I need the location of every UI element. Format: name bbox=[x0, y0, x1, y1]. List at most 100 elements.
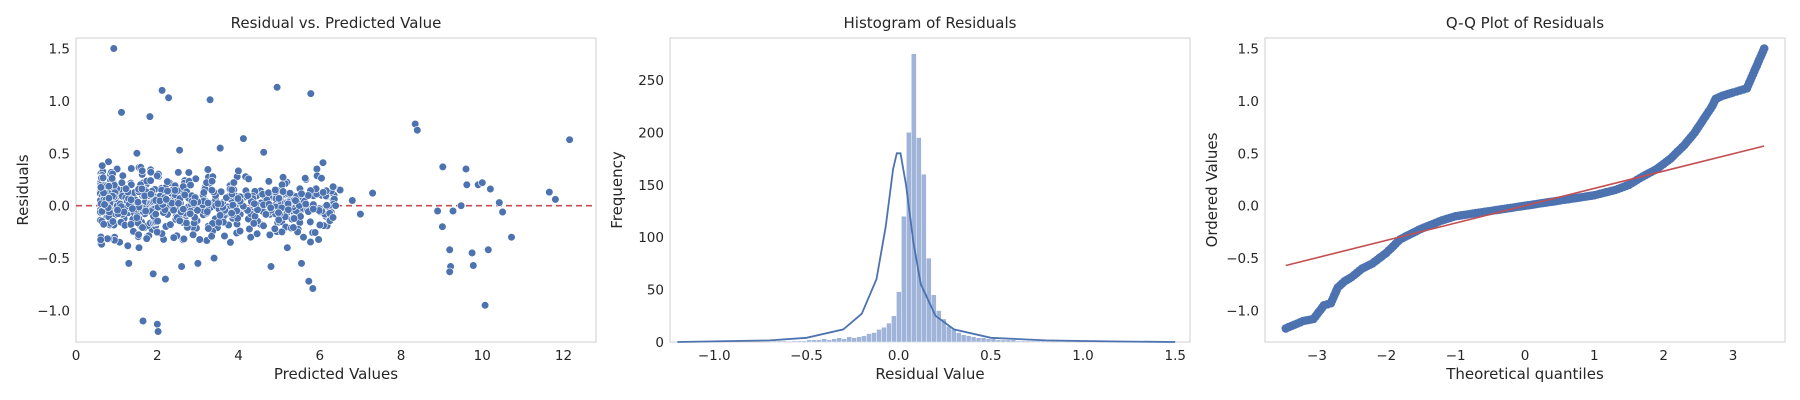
x-tick-label: −1 bbox=[1446, 348, 1466, 364]
histogram-bar bbox=[960, 334, 967, 343]
data-point bbox=[311, 228, 320, 237]
histogram-bar bbox=[970, 336, 977, 343]
data-point bbox=[234, 166, 243, 175]
data-point bbox=[210, 254, 219, 263]
x-tick-label: −2 bbox=[1376, 348, 1396, 364]
histogram-bar bbox=[1030, 340, 1037, 343]
y-tick-label: 1.0 bbox=[49, 94, 70, 110]
data-point bbox=[356, 210, 365, 219]
y-tick-label: 250 bbox=[638, 73, 664, 89]
data-point bbox=[274, 208, 283, 217]
histogram-bar bbox=[831, 338, 837, 343]
data-point bbox=[174, 168, 183, 177]
histogram-bar bbox=[816, 339, 822, 343]
x-tick-label: −1.0 bbox=[698, 348, 731, 364]
data-point bbox=[331, 201, 340, 210]
data-point bbox=[259, 148, 268, 157]
data-point bbox=[141, 206, 150, 216]
histogram-bar bbox=[811, 339, 817, 343]
histogram-bar bbox=[951, 329, 957, 343]
data-point bbox=[103, 234, 112, 243]
data-point bbox=[261, 210, 271, 219]
data-point bbox=[138, 316, 148, 326]
data-point bbox=[317, 174, 326, 183]
histogram-bar bbox=[851, 337, 857, 343]
y-tick-label: 0.0 bbox=[1238, 199, 1259, 215]
data-point bbox=[108, 217, 117, 226]
data-point bbox=[104, 182, 113, 191]
data-point bbox=[278, 180, 287, 189]
histogram-bar bbox=[985, 338, 992, 343]
data-point bbox=[121, 184, 130, 193]
data-point bbox=[117, 178, 126, 187]
histogram-bar bbox=[1020, 340, 1027, 343]
data-point bbox=[104, 194, 113, 203]
histogram-bar bbox=[955, 332, 962, 343]
data-point bbox=[133, 198, 143, 207]
x-tick-label: 10 bbox=[474, 348, 491, 364]
data-point bbox=[96, 183, 105, 192]
histogram-bar bbox=[1000, 339, 1007, 343]
histogram-bar bbox=[1025, 340, 1032, 343]
data-point bbox=[213, 199, 222, 208]
data-point bbox=[438, 162, 447, 171]
data-point bbox=[253, 229, 262, 238]
data-point bbox=[179, 234, 188, 243]
data-point bbox=[206, 95, 215, 104]
data-point bbox=[174, 199, 183, 208]
data-point bbox=[239, 134, 248, 143]
histogram-bar bbox=[836, 337, 842, 343]
histogram-bar bbox=[791, 340, 798, 343]
histogram-bar bbox=[906, 132, 912, 343]
data-point bbox=[445, 245, 454, 254]
data-point bbox=[309, 204, 318, 214]
data-point bbox=[153, 320, 162, 329]
histogram-bar bbox=[801, 340, 808, 343]
data-point bbox=[265, 230, 274, 239]
data-point bbox=[461, 164, 471, 174]
data-point bbox=[290, 214, 299, 223]
data-point bbox=[184, 168, 193, 177]
y-tick-label: 0 bbox=[655, 335, 664, 351]
data-point bbox=[117, 108, 126, 117]
data-point bbox=[273, 83, 282, 92]
data-point bbox=[134, 243, 144, 252]
data-point bbox=[274, 215, 283, 224]
data-point bbox=[314, 235, 323, 244]
data-point bbox=[193, 206, 202, 215]
histogram-bar bbox=[1005, 339, 1012, 343]
data-point bbox=[146, 190, 155, 199]
chart-panel-3: Q-Q Plot of Residuals Theoretical quantil… bbox=[1203, 14, 1786, 383]
histogram-bar bbox=[1015, 340, 1022, 343]
data-point bbox=[306, 89, 315, 98]
y-axis-label: Ordered Values bbox=[1203, 132, 1221, 247]
histogram-bar bbox=[796, 340, 803, 343]
data-point bbox=[203, 207, 212, 216]
data-point bbox=[96, 235, 105, 244]
data-point bbox=[259, 221, 268, 230]
data-point bbox=[498, 207, 507, 217]
histogram-bar bbox=[936, 310, 942, 343]
y-tick-label: −1.0 bbox=[1226, 304, 1259, 320]
data-point bbox=[495, 198, 504, 207]
data-point bbox=[134, 230, 143, 239]
data-point bbox=[462, 180, 471, 189]
histogram-bar bbox=[861, 335, 867, 343]
data-point bbox=[277, 227, 287, 236]
data-point bbox=[207, 186, 216, 195]
data-point bbox=[138, 223, 147, 232]
data-point bbox=[270, 224, 279, 233]
histogram-bar bbox=[841, 338, 847, 343]
histogram-bar bbox=[776, 340, 783, 343]
data-point bbox=[169, 206, 178, 215]
data-point bbox=[271, 185, 280, 195]
x-tick-label: 3 bbox=[1729, 348, 1738, 364]
data-point bbox=[104, 157, 113, 166]
histogram-bar bbox=[1035, 340, 1042, 343]
data-point bbox=[175, 146, 184, 155]
histogram-bar bbox=[995, 339, 1002, 343]
histogram-bar bbox=[856, 336, 862, 343]
data-point bbox=[189, 198, 198, 207]
kde-curve bbox=[677, 152, 1176, 343]
data-point bbox=[264, 188, 273, 197]
